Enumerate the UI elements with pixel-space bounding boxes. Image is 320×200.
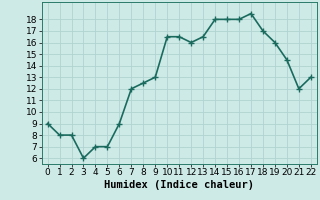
X-axis label: Humidex (Indice chaleur): Humidex (Indice chaleur)	[104, 180, 254, 190]
